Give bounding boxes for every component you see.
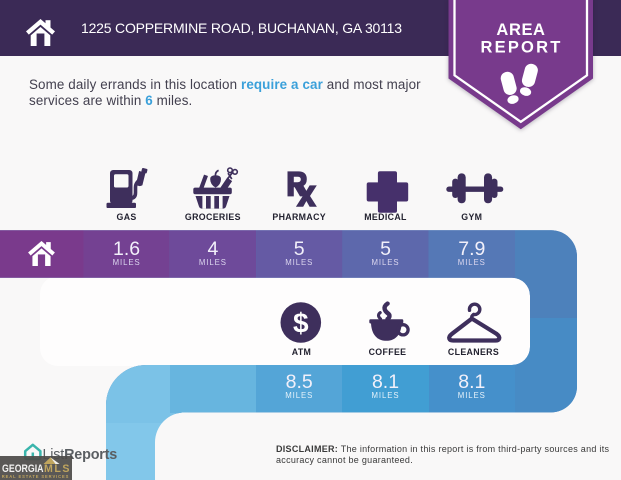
svg-text:REAL ESTATE SERVICES: REAL ESTATE SERVICES [2,474,70,479]
svg-text:MLS: MLS [44,463,70,475]
svg-text:$: $ [293,308,309,339]
svg-text:GEORGIA: GEORGIA [2,463,44,475]
svg-text:AREA: AREA [496,21,545,39]
svg-text:REPORT: REPORT [481,38,563,56]
